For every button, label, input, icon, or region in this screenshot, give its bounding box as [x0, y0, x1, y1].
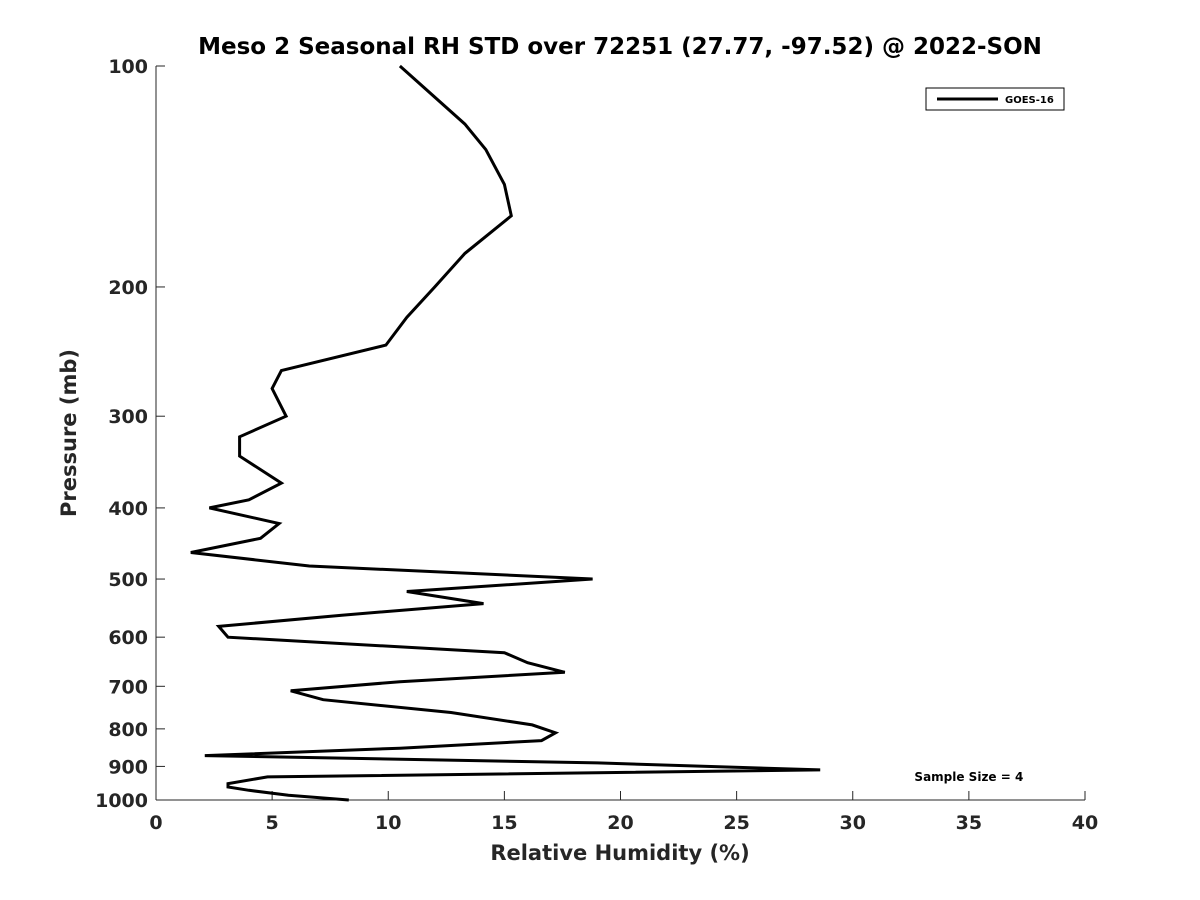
x-tick-label: 40: [1072, 812, 1098, 834]
y-tick-label: 600: [108, 627, 148, 649]
x-tick-label: 25: [723, 812, 749, 834]
x-tick-label: 5: [266, 812, 279, 834]
y-tick-label: 700: [108, 676, 148, 698]
legend: GOES-16: [925, 87, 1065, 111]
series-line-goes-16: [190, 64, 821, 802]
y-axis-ticks: 100 200 300 400 500 600 700 800 900 1000: [95, 56, 165, 812]
series-layer: [190, 64, 821, 802]
x-tick-label: 15: [491, 812, 517, 834]
x-axis-label: Relative Humidity (%): [490, 841, 749, 865]
annotations-layer: Sample Size = 4: [914, 770, 1023, 784]
y-tick-label: 800: [108, 719, 148, 741]
y-axis-label: Pressure (mb): [57, 349, 81, 517]
y-tick-label: 200: [108, 277, 148, 299]
legend-label-goes-16: GOES-16: [1005, 95, 1054, 106]
chart-title: Meso 2 Seasonal RH STD over 72251 (27.77…: [198, 34, 1042, 60]
x-tick-label: 35: [956, 812, 982, 834]
y-tick-label: 300: [108, 406, 148, 428]
x-tick-label: 20: [607, 812, 633, 834]
y-tick-label: 900: [108, 756, 148, 778]
y-tick-label: 400: [108, 498, 148, 520]
x-tick-label: 10: [375, 812, 401, 834]
y-tick-label: 500: [108, 569, 148, 591]
x-tick-label: 0: [149, 812, 162, 834]
sample-size-annotation: Sample Size = 4: [914, 770, 1023, 784]
y-tick-label: 100: [108, 56, 148, 78]
x-tick-label: 30: [840, 812, 866, 834]
y-tick-label: 1000: [95, 790, 148, 812]
x-axis-ticks: 0 5 10 15 20 25 30 35 40: [149, 791, 1098, 834]
